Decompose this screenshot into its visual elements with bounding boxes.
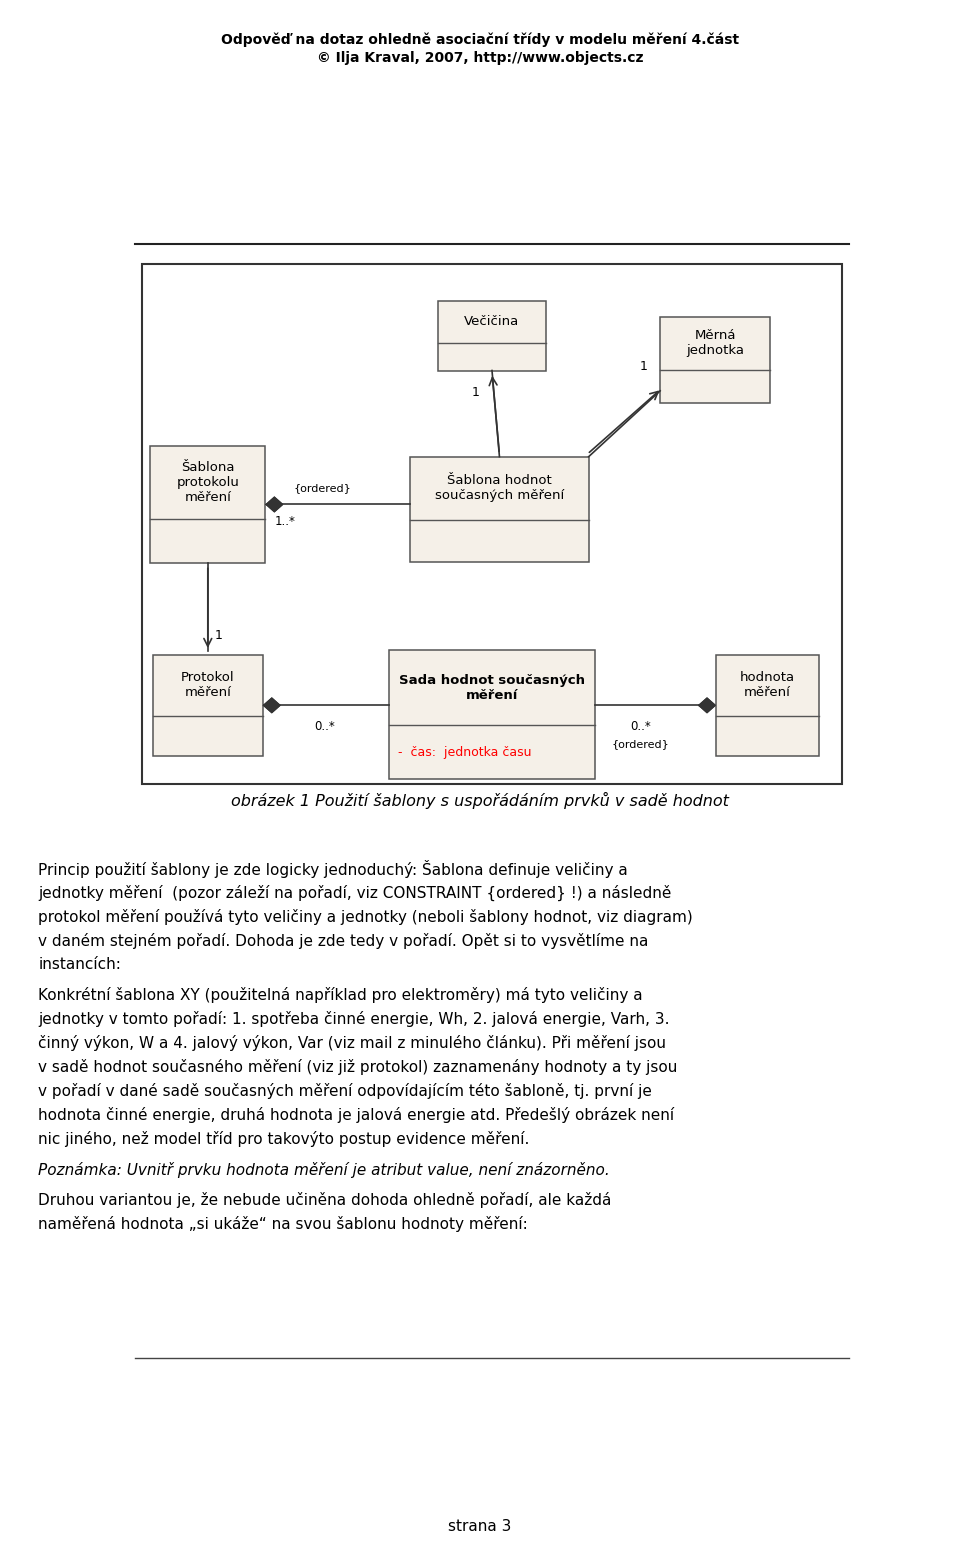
FancyBboxPatch shape	[660, 317, 770, 402]
Text: naměřená hodnota „si ukáže“ na svou šablonu hodnoty měření:: naměřená hodnota „si ukáže“ na svou šabl…	[38, 1216, 528, 1232]
Text: 1: 1	[471, 385, 480, 399]
Text: Měrná
jednotka: Měrná jednotka	[686, 329, 744, 357]
Text: Sada hodnot současných
měření: Sada hodnot současných měření	[399, 674, 585, 702]
Text: {ordered}: {ordered}	[612, 739, 670, 749]
Text: -  čas:  jednotka času: - čas: jednotka času	[397, 745, 531, 759]
Text: 1..*: 1..*	[275, 514, 296, 528]
Text: Šablona
protokolu
měření: Šablona protokolu měření	[177, 461, 239, 503]
Text: Odpověď na dotaz ohledně asociační třídy v modelu měření 4.část: Odpověď na dotaz ohledně asociační třídy…	[221, 33, 739, 47]
Text: Protokol
měření: Protokol měření	[181, 671, 234, 699]
FancyBboxPatch shape	[410, 457, 588, 562]
Polygon shape	[699, 699, 715, 713]
Text: obrázek 1 Použití šablony s uspořádáním prvků v sadě hodnot: obrázek 1 Použití šablony s uspořádáním …	[231, 792, 729, 809]
Text: Večičina: Večičina	[465, 315, 519, 329]
FancyBboxPatch shape	[142, 264, 842, 784]
Text: jednotky měření  (pozor záleží na pořadí, viz CONSTRAINT {ordered} !) a následně: jednotky měření (pozor záleží na pořadí,…	[38, 885, 672, 901]
FancyBboxPatch shape	[389, 651, 595, 780]
Text: instancích:: instancích:	[38, 957, 121, 972]
Text: v pořadí v dané sadě současných měření odpovídajícím této šabloně, tj. první je: v pořadí v dané sadě současných měření o…	[38, 1084, 652, 1100]
FancyBboxPatch shape	[153, 654, 263, 756]
Text: 0..*: 0..*	[631, 721, 651, 733]
Text: Poznámka: Uvnitř prvku hodnota měření je atribut value, není znázorněno.: Poznámka: Uvnitř prvku hodnota měření je…	[38, 1162, 611, 1177]
Text: nic jiného, než model tříd pro takovýto postup evidence měření.: nic jiného, než model tříd pro takovýto …	[38, 1132, 530, 1148]
FancyBboxPatch shape	[716, 654, 819, 756]
Text: Druhou variantou je, že nebude učiněna dohoda ohledně pořadí, ale každá: Druhou variantou je, že nebude učiněna d…	[38, 1193, 612, 1208]
Text: činný výkon, W a 4. jalový výkon, Var (viz mail z minulého článku). Při měření j: činný výkon, W a 4. jalový výkon, Var (v…	[38, 1036, 666, 1051]
Text: v sadě hodnot současného měření (viz již protokol) zaznamenány hodnoty a ty jsou: v sadě hodnot současného měření (viz již…	[38, 1059, 678, 1075]
Text: 1: 1	[639, 360, 648, 373]
Text: jednotky v tomto pořadí: 1. spotřeba činné energie, Wh, 2. jalová energie, Varh,: jednotky v tomto pořadí: 1. spotřeba čin…	[38, 1011, 670, 1027]
Text: hodnota činné energie, druhá hodnota je jalová energie atd. Předešlý obrázek nen: hodnota činné energie, druhá hodnota je …	[38, 1107, 675, 1123]
Text: protokol měření používá tyto veličiny a jednotky (neboli šablony hodnot, viz dia: protokol měření používá tyto veličiny a …	[38, 909, 693, 924]
Text: strana 3: strana 3	[448, 1519, 512, 1534]
Text: © Ilja Kraval, 2007, http://www.objects.cz: © Ilja Kraval, 2007, http://www.objects.…	[317, 51, 643, 65]
FancyBboxPatch shape	[438, 301, 546, 371]
Text: 1: 1	[215, 629, 223, 641]
Text: {ordered}: {ordered}	[294, 483, 351, 492]
Text: hodnota
měření: hodnota měření	[740, 671, 795, 699]
Polygon shape	[266, 497, 282, 511]
Text: v daném stejném pořadí. Dohoda je zde tedy v pořadí. Opět si to vysvětlíme na: v daném stejném pořadí. Dohoda je zde te…	[38, 932, 649, 949]
Text: Princip použití šablony je zde logicky jednoduchý: Šablona definuje veličiny a: Princip použití šablony je zde logicky j…	[38, 860, 628, 879]
FancyBboxPatch shape	[150, 446, 266, 564]
Text: Šablona hodnot
současných měření: Šablona hodnot současných měření	[435, 474, 564, 502]
Text: 0..*: 0..*	[314, 721, 335, 733]
Text: Konkrétní šablona XY (použitelná například pro elektroměry) má tyto veličiny a: Konkrétní šablona XY (použitelná napříkl…	[38, 988, 643, 1003]
Polygon shape	[264, 699, 280, 713]
